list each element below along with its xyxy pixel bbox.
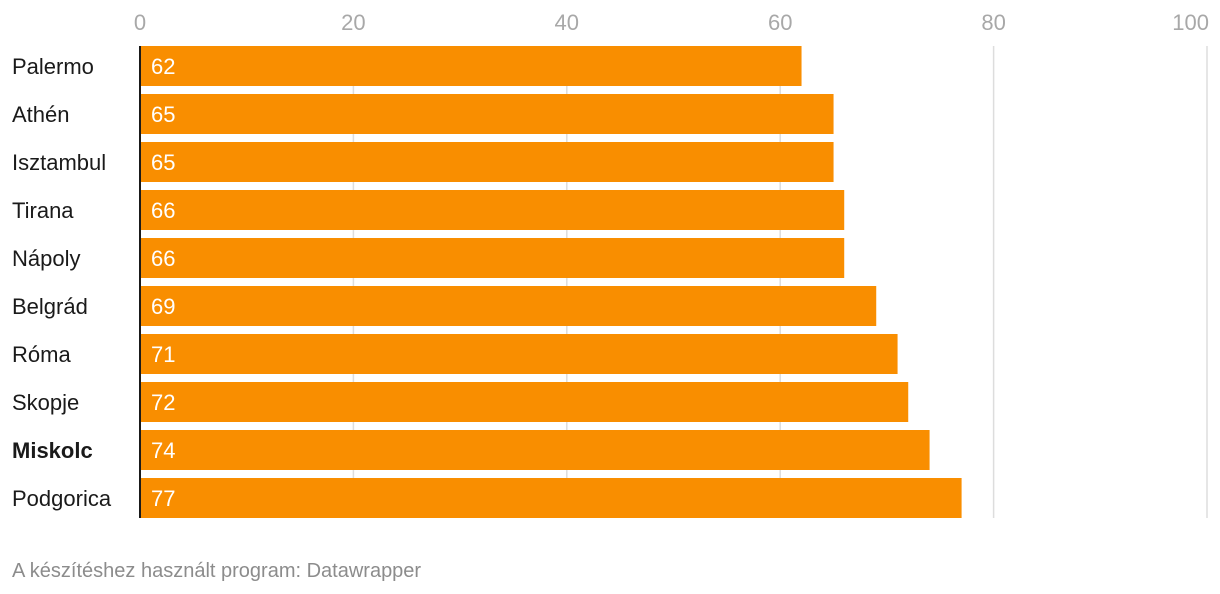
bar-chart: 0 20 40 60 80 100 62 65 65 66 66 69 71 72 74 77 Palerm…	[0, 0, 1220, 550]
value-label: 66	[151, 246, 175, 271]
x-tick-label: 20	[341, 10, 365, 35]
value-label: 65	[151, 150, 175, 175]
value-label: 69	[151, 294, 175, 319]
bar-9	[140, 478, 962, 518]
bars: 62 65 65 66 66 69 71 72 74 77	[140, 46, 962, 518]
bar-5	[140, 286, 876, 326]
bar-1	[140, 94, 834, 134]
value-label: 72	[151, 390, 175, 415]
bar-3	[140, 190, 844, 230]
category-label: Isztambul	[12, 150, 106, 175]
bar-0	[140, 46, 802, 86]
category-labels: Palermo Athén Isztambul Tirana Nápoly Belgrád…	[12, 54, 112, 511]
category-label: Miskolc	[12, 438, 93, 463]
value-label: 77	[151, 486, 175, 511]
value-label: 62	[151, 54, 175, 79]
category-label: Podgorica	[12, 486, 112, 511]
category-label: Palermo	[12, 54, 94, 79]
value-label: 71	[151, 342, 175, 367]
x-tick-label: 100	[1172, 10, 1209, 35]
bar-8	[140, 430, 930, 470]
x-tick-label: 40	[555, 10, 579, 35]
value-label: 65	[151, 102, 175, 127]
value-label: 74	[151, 438, 175, 463]
category-label: Tirana	[12, 198, 74, 223]
credit-footer: A készítéshez használt program: Datawrap…	[12, 560, 421, 583]
value-label: 66	[151, 198, 175, 223]
bar-2	[140, 142, 834, 182]
category-label: Athén	[12, 102, 70, 127]
x-tick-label: 80	[981, 10, 1005, 35]
bar-7	[140, 382, 908, 422]
x-axis-ticks: 0 20 40 60 80 100	[134, 10, 1209, 35]
bar-6	[140, 334, 898, 374]
bar-4	[140, 238, 844, 278]
category-label: Skopje	[12, 390, 79, 415]
category-label: Róma	[12, 342, 71, 367]
category-label: Nápoly	[12, 246, 80, 271]
category-label: Belgrád	[12, 294, 88, 319]
x-tick-label: 60	[768, 10, 792, 35]
x-tick-label: 0	[134, 10, 146, 35]
